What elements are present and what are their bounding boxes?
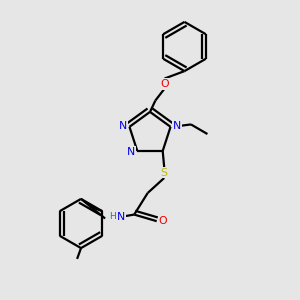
Text: O: O [160,79,169,89]
Text: H: H [109,212,116,221]
Text: N: N [173,121,181,131]
Text: S: S [161,168,168,178]
Text: N: N [117,212,125,222]
Text: O: O [158,216,167,226]
Text: N: N [127,147,135,157]
Text: N: N [119,121,127,131]
